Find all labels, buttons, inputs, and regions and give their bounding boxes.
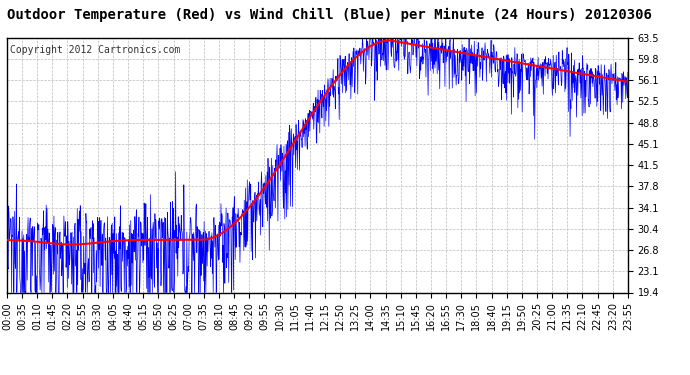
Text: Outdoor Temperature (Red) vs Wind Chill (Blue) per Minute (24 Hours) 20120306: Outdoor Temperature (Red) vs Wind Chill …	[7, 8, 652, 22]
Text: Copyright 2012 Cartronics.com: Copyright 2012 Cartronics.com	[10, 45, 180, 55]
